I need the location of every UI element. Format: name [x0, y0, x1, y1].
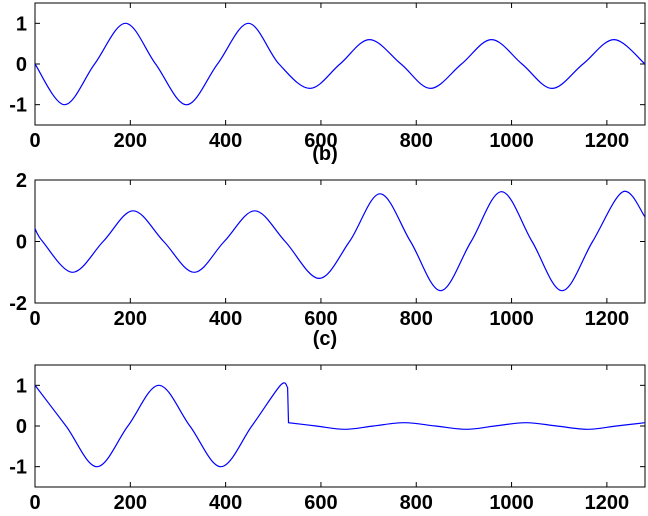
x-tick-label: 600 — [304, 492, 337, 514]
x-tick-label: 600 — [304, 308, 337, 330]
panel-label: (c) — [313, 328, 337, 350]
x-tick-label: 800 — [400, 492, 433, 514]
x-tick-label: 0 — [29, 492, 40, 514]
y-tick-label: 0 — [16, 54, 27, 76]
series-line-1 — [35, 22, 645, 106]
panel-label: (b) — [312, 143, 338, 165]
x-tick-label: 800 — [400, 130, 433, 152]
x-tick-label: 400 — [209, 308, 242, 330]
x-tick-label: 200 — [114, 308, 147, 330]
x-tick-label: 1000 — [489, 130, 534, 152]
x-tick-label: 1000 — [489, 308, 534, 330]
y-tick-label: 0 — [16, 232, 27, 254]
x-tick-label: 600 — [304, 130, 337, 152]
y-tick-label: 2 — [16, 170, 27, 192]
x-tick-label: 1200 — [585, 308, 630, 330]
x-tick-label: 1000 — [489, 492, 534, 514]
y-tick-label: 1 — [16, 375, 27, 397]
chart-panel-1: 0 200 400 600 800 1000 1200-101 — [9, 2, 646, 152]
chart-panel-3: 0 200 400 600 800 1000 1200-101(c) — [9, 328, 646, 514]
x-tick-label: 400 — [209, 492, 242, 514]
series-line-1 — [35, 190, 645, 292]
y-tick-label: 0 — [16, 416, 27, 438]
y-tick-label: -2 — [9, 293, 27, 315]
y-tick-label: -1 — [9, 95, 27, 117]
x-tick-label: 1200 — [585, 130, 630, 152]
x-tick-label: 200 — [114, 130, 147, 152]
series-line-1 — [35, 382, 645, 468]
x-tick-label: 0 — [29, 130, 40, 152]
chart-panel-2: 0 200 400 600 800 1000 1200-202(b) — [9, 143, 646, 330]
x-tick-label: 0 — [29, 308, 40, 330]
x-tick-label: 400 — [209, 130, 242, 152]
y-tick-label: 1 — [16, 13, 27, 35]
y-tick-label: -1 — [9, 457, 27, 479]
x-tick-label: 200 — [114, 492, 147, 514]
x-tick-label: 800 — [400, 308, 433, 330]
x-tick-label: 1200 — [585, 492, 630, 514]
